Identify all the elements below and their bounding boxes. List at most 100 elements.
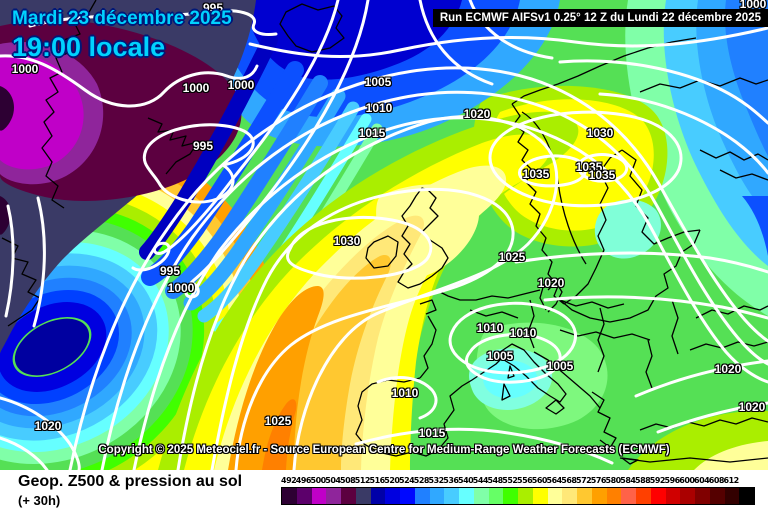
- scale-cell: [547, 488, 563, 504]
- scale-cell: [400, 488, 415, 504]
- geopotential-color-scale: 492 496 500 504 508 512 516 520 524 528 532 536 540 5…: [281, 476, 756, 505]
- isobar-label: 1010: [365, 101, 393, 115]
- scale-value: 584: [620, 476, 636, 485]
- isobar-label: 1030: [333, 234, 361, 248]
- scale-value: 612: [723, 476, 740, 485]
- product-title: Geop. Z500 & pression au sol: [18, 473, 243, 490]
- forecast-step: (+ 30h): [18, 493, 61, 508]
- scale-cell: [444, 488, 459, 504]
- isobar-label: 995: [192, 139, 214, 153]
- isobar-label: 1020: [34, 419, 62, 433]
- scale-cell: [665, 488, 681, 504]
- isobar-label: 1000: [182, 81, 210, 95]
- geopotential-pressure-map: [0, 0, 768, 470]
- copyright-text: Copyright © 2025 Meteociel.fr - Source E…: [98, 444, 670, 456]
- model-run-info: Run ECMWF AIFSv1 0.25° 12 Z du Lundi 22 …: [432, 9, 768, 27]
- isobars: [0, 0, 768, 470]
- scale-cell: [473, 488, 489, 504]
- footer-bar: Geop. Z500 & pression au sol (+ 30h) 492…: [0, 470, 768, 512]
- scale-value: 592: [649, 476, 666, 485]
- scale-value: 600: [679, 476, 695, 485]
- isobar-label: 1000: [11, 62, 39, 76]
- scale-value: 560: [531, 476, 548, 485]
- scale-cell: [355, 488, 371, 504]
- isobar-label: 1025: [264, 414, 292, 428]
- scale-value: 532: [428, 476, 445, 485]
- scale-cell: [282, 488, 297, 504]
- forecast-time: 19:00 locale: [12, 32, 166, 62]
- scale-cell: [296, 488, 312, 504]
- scale-value: 516: [369, 476, 386, 485]
- scale-value: 504: [325, 476, 341, 485]
- scale-colorbar: [281, 487, 755, 505]
- scale-cell: [695, 488, 710, 504]
- scale-value: 528: [413, 476, 430, 485]
- scale-cell: [326, 488, 341, 504]
- isobar-label: 1010: [391, 386, 419, 400]
- scale-cell: [577, 488, 592, 504]
- scale-value: 576: [590, 476, 607, 485]
- scale-cell: [562, 488, 577, 504]
- isobar-label: 1010: [509, 326, 537, 340]
- isobar-label: 1035: [575, 160, 603, 174]
- isobar-label: 1005: [364, 75, 392, 89]
- scale-value: 492: [281, 476, 297, 485]
- scale-cell: [591, 488, 607, 504]
- scale-value: 540: [458, 476, 474, 485]
- isobar-label: 1020: [537, 276, 565, 290]
- isobar-labels-layer: 995 1000 1000 1000 1000 995 1005 1010 1015 1020 10…: [11, 0, 767, 440]
- scale-cell: [724, 488, 740, 504]
- scale-value: 508: [340, 476, 356, 485]
- scale-value: 604: [694, 476, 710, 485]
- scale-cell: [414, 488, 430, 504]
- scale-value: 588: [635, 476, 651, 485]
- datetime-block: Mardi 23 décembre 2025 19:00 locale: [12, 8, 232, 63]
- scale-cell: [518, 488, 533, 504]
- isobar-label: 1005: [546, 359, 574, 373]
- scale-cell: [650, 488, 666, 504]
- scale-cell: [385, 488, 400, 504]
- isobar-label: 1035: [522, 167, 550, 181]
- scale-value: 568: [561, 476, 577, 485]
- scale-cell: [488, 488, 504, 504]
- scale-cell: [370, 488, 386, 504]
- scale-value: 556: [517, 476, 533, 485]
- isobar-label: 1000: [167, 281, 195, 295]
- scale-cell: [459, 488, 474, 504]
- isobar-label: 1020: [714, 362, 742, 376]
- scale-cell: [680, 488, 695, 504]
- scale-value: 496: [295, 476, 312, 485]
- scale-cell: [636, 488, 651, 504]
- isobar-label: 1015: [358, 126, 386, 140]
- isobar-label: 995: [202, 1, 224, 15]
- scale-values: 492 496 500 504 508 512 516 520 524 528 532 536 540 5…: [281, 476, 756, 485]
- scale-value: 580: [605, 476, 622, 485]
- scale-value: 596: [664, 476, 681, 485]
- scale-value: 564: [546, 476, 563, 485]
- isobar-label: 1010: [476, 321, 504, 335]
- scale-cell: [739, 488, 754, 504]
- weather-map: 995 1000 1000 1000 1000 995 1005 1010 1015 1020 10…: [0, 0, 768, 470]
- scale-cell: [709, 488, 725, 504]
- isobar-label: 1030: [586, 126, 614, 140]
- scale-value: 548: [487, 476, 504, 485]
- isobar-label: 1000: [227, 78, 255, 92]
- forecast-date: Mardi 23 décembre 2025: [12, 8, 232, 29]
- scale-cell: [311, 488, 327, 504]
- scale-cell: [621, 488, 636, 504]
- scale-value: 500: [310, 476, 327, 485]
- isobar-label: 1020: [463, 107, 491, 121]
- scale-value: 552: [502, 476, 518, 485]
- scale-cell: [429, 488, 445, 504]
- scale-value: 512: [354, 476, 371, 485]
- isobar-label: 1020: [738, 400, 766, 414]
- scale-value: 572: [576, 476, 592, 485]
- isobar-label: 1000: [739, 0, 767, 11]
- scale-value: 536: [443, 476, 459, 485]
- isobar-label: 1025: [498, 250, 526, 264]
- isobar-label: 1035: [588, 168, 616, 182]
- scale-cell: [532, 488, 548, 504]
- scale-cell: [606, 488, 622, 504]
- scale-value: 544: [472, 476, 489, 485]
